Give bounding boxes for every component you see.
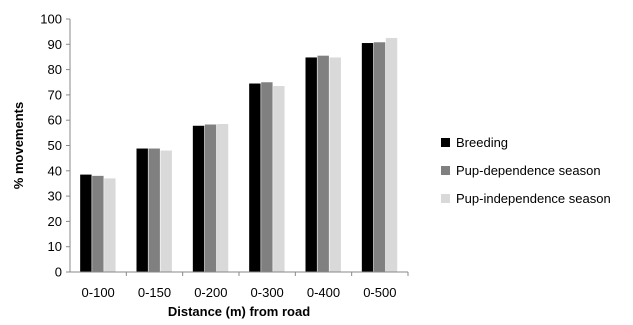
legend-label: Pup-dependence season — [456, 163, 601, 178]
bar-pup-dependence-season-0-150 — [148, 148, 160, 272]
bar-pup-independence-season-0-100 — [104, 178, 116, 272]
x-axis-ticks: 0-100 0-150 0-200 0-300 0-400 0-500 — [82, 272, 409, 300]
bar-pup-independence-season-0-400 — [329, 57, 341, 273]
bar-pup-independence-season-0-300 — [273, 86, 285, 272]
bar-pup-dependence-season-0-500 — [373, 42, 386, 272]
bar-pup-independence-season-0-500 — [385, 37, 398, 272]
y-tick-label: 20 — [48, 214, 62, 229]
y-tick-label: 50 — [48, 138, 62, 153]
x-tick-label: 0-200 — [194, 285, 227, 300]
y-tick-label: 80 — [48, 62, 62, 77]
bar-breeding-0-400 — [305, 57, 317, 273]
y-axis-title: % movements — [11, 102, 26, 189]
bar-breeding-0-500 — [361, 43, 374, 272]
y-axis-ticks: 0 10 20 30 40 50 60 70 80 90 100 — [40, 12, 70, 280]
bar-pup-independence-season-0-200 — [216, 123, 229, 273]
legend-label: Breeding — [456, 135, 508, 150]
bar-pup-dependence-season-0-300 — [261, 82, 273, 272]
x-tick-label: 0-500 — [363, 285, 396, 300]
bar-pup-dependence-season-0-100 — [92, 175, 104, 272]
y-tick-label: 10 — [48, 239, 62, 254]
x-tick-label: 0-150 — [138, 285, 171, 300]
bars — [80, 37, 398, 273]
bar-breeding-0-100 — [80, 174, 92, 272]
y-tick-label: 40 — [48, 163, 62, 178]
x-tick-label: 0-400 — [307, 285, 340, 300]
bar-breeding-0-150 — [136, 148, 148, 272]
legend-swatch — [441, 194, 450, 203]
bar-pup-dependence-season-0-200 — [204, 124, 217, 272]
bar-pup-independence-season-0-150 — [160, 150, 172, 272]
y-tick-label: 60 — [48, 113, 62, 128]
legend-label: Pup-independence season — [456, 191, 611, 206]
bar-breeding-0-200 — [192, 125, 205, 273]
y-tick-label: 70 — [48, 87, 62, 102]
y-tick-label: 100 — [40, 12, 62, 27]
legend-swatch — [441, 166, 450, 175]
x-axis-title: Distance (m) from road — [168, 304, 310, 319]
bar-breeding-0-300 — [249, 83, 261, 272]
bar-pup-dependence-season-0-400 — [317, 55, 329, 273]
y-tick-label: 30 — [48, 189, 62, 204]
legend: Breeding Pup-dependence season Pup-indepen… — [441, 135, 611, 206]
x-tick-label: 0-300 — [251, 285, 284, 300]
legend-swatch — [441, 138, 450, 147]
y-tick-label: 0 — [55, 265, 62, 280]
x-tick-label: 0-100 — [82, 285, 115, 300]
y-tick-label: 90 — [48, 37, 62, 52]
